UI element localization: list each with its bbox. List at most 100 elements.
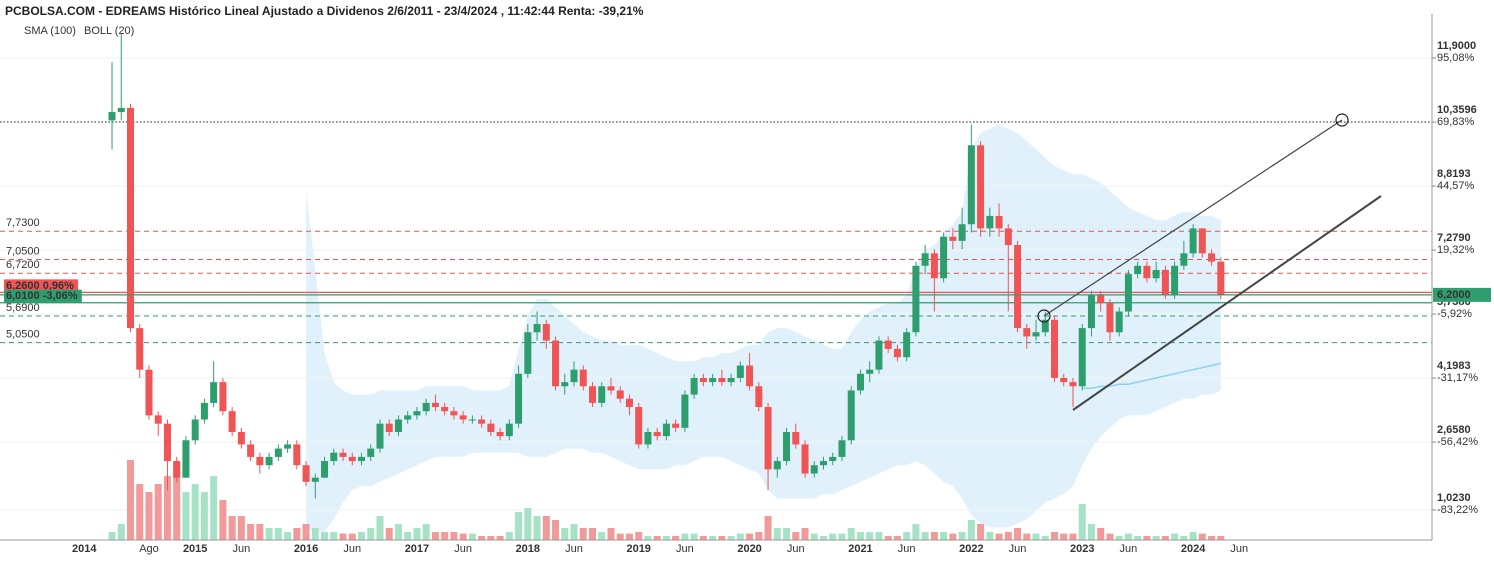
x-tick-label: 2019 [626, 543, 650, 555]
candle-body [1217, 261, 1225, 295]
volume-bar [1023, 533, 1031, 540]
candle-body [958, 224, 966, 241]
x-tick-label: 2022 [959, 543, 983, 555]
volume-bar [644, 536, 652, 540]
volume-bar [256, 524, 264, 540]
volume-bar [515, 512, 523, 540]
volume-bar [625, 533, 633, 540]
volume-bar [136, 484, 144, 540]
candle-body [847, 390, 855, 441]
y-tick-change: 44,57% [1437, 180, 1475, 192]
candle-body [967, 145, 975, 225]
level-label-box [4, 289, 82, 303]
candle-body [339, 452, 347, 457]
candle-body [653, 431, 661, 437]
volume-bar [542, 516, 550, 540]
volume-bar [1134, 536, 1142, 540]
candle-body [117, 107, 125, 113]
y-tick-change: 19,32% [1437, 244, 1475, 256]
volume-bar [561, 528, 569, 540]
candle-body [1051, 319, 1058, 378]
candle-body [505, 423, 513, 437]
candle-body [977, 145, 985, 229]
candle-body [736, 365, 744, 378]
y-tick-change: -31,17% [1437, 372, 1478, 384]
volume-bar [709, 536, 717, 540]
x-tick-label: 2015 [183, 543, 207, 555]
candle-body [533, 323, 541, 333]
volume-bar [958, 532, 966, 540]
y-tick-label: 2,6580 [1437, 424, 1471, 436]
candle-body [552, 340, 560, 387]
candle-body [265, 456, 273, 466]
volume-bar [607, 528, 615, 540]
legend-entry: SMA (100) [24, 25, 76, 37]
x-tick-label: 2016 [294, 543, 318, 555]
volume-bar [792, 532, 800, 540]
volume-bar [1041, 536, 1049, 540]
trend-channel [1037, 113, 1382, 411]
candle-body [810, 465, 818, 474]
candle-body [163, 423, 171, 462]
volume-bar [1051, 532, 1058, 540]
volume-bar [856, 532, 864, 540]
candle-body [200, 402, 208, 420]
volume-bar [1143, 536, 1151, 540]
volume-bar [1124, 533, 1132, 540]
volume-bar [321, 532, 329, 540]
candle-body [441, 407, 449, 412]
candle-body [468, 419, 476, 421]
candle-body [1087, 294, 1095, 329]
candle-body [1106, 303, 1114, 333]
volume-bar [302, 524, 310, 540]
candle-body [1097, 294, 1105, 304]
volume-bar [367, 528, 375, 540]
x-tick-label: 2018 [516, 543, 540, 555]
level-label: 6,7200 [6, 259, 40, 271]
candle-body [875, 340, 883, 370]
candle-body [219, 382, 227, 412]
candle-body [589, 386, 596, 403]
candle-body [792, 431, 800, 445]
y-tick-change: 95,08% [1437, 52, 1475, 64]
candle-body [579, 369, 587, 387]
volume-bar [200, 492, 208, 540]
x-tick-label: Jun [1120, 543, 1138, 555]
volume-bar [977, 524, 985, 540]
candle-body [154, 415, 162, 424]
volume-bar [108, 532, 116, 540]
candle-body [1069, 382, 1077, 387]
volume-bar [413, 528, 421, 540]
volume-bar [293, 528, 301, 540]
plot-area [0, 33, 1432, 540]
candle-body [773, 461, 781, 470]
volume-bar [662, 536, 670, 540]
candle-body [783, 431, 791, 462]
candle-body [1152, 269, 1160, 279]
y-tick-label: 11,9000 [1437, 40, 1476, 52]
candle-body [348, 456, 356, 462]
volume-bar [348, 533, 356, 540]
volume-bar [746, 533, 754, 540]
y-tick-label: 8,8193 [1437, 168, 1471, 180]
volume-bar [820, 536, 827, 540]
y-tick-label: 1,0230 [1437, 492, 1471, 504]
candle-body [293, 444, 301, 466]
candle-body [1023, 328, 1031, 337]
candle-body [385, 423, 393, 432]
candle-body [570, 369, 578, 383]
volume-bar [431, 532, 439, 540]
x-tick-label: Jun [676, 543, 694, 555]
y-tick-change: -56,42% [1437, 436, 1478, 448]
volume-bar [219, 500, 227, 540]
candle-body [635, 407, 643, 445]
candle-body [662, 423, 670, 437]
candle-body [1208, 253, 1216, 262]
candle-body [237, 431, 245, 445]
candle-body [681, 394, 689, 428]
volume-bar [127, 460, 134, 540]
volume-bar [1078, 504, 1086, 540]
x-tick-label: Jun [787, 543, 805, 555]
volume-bar [385, 528, 393, 540]
